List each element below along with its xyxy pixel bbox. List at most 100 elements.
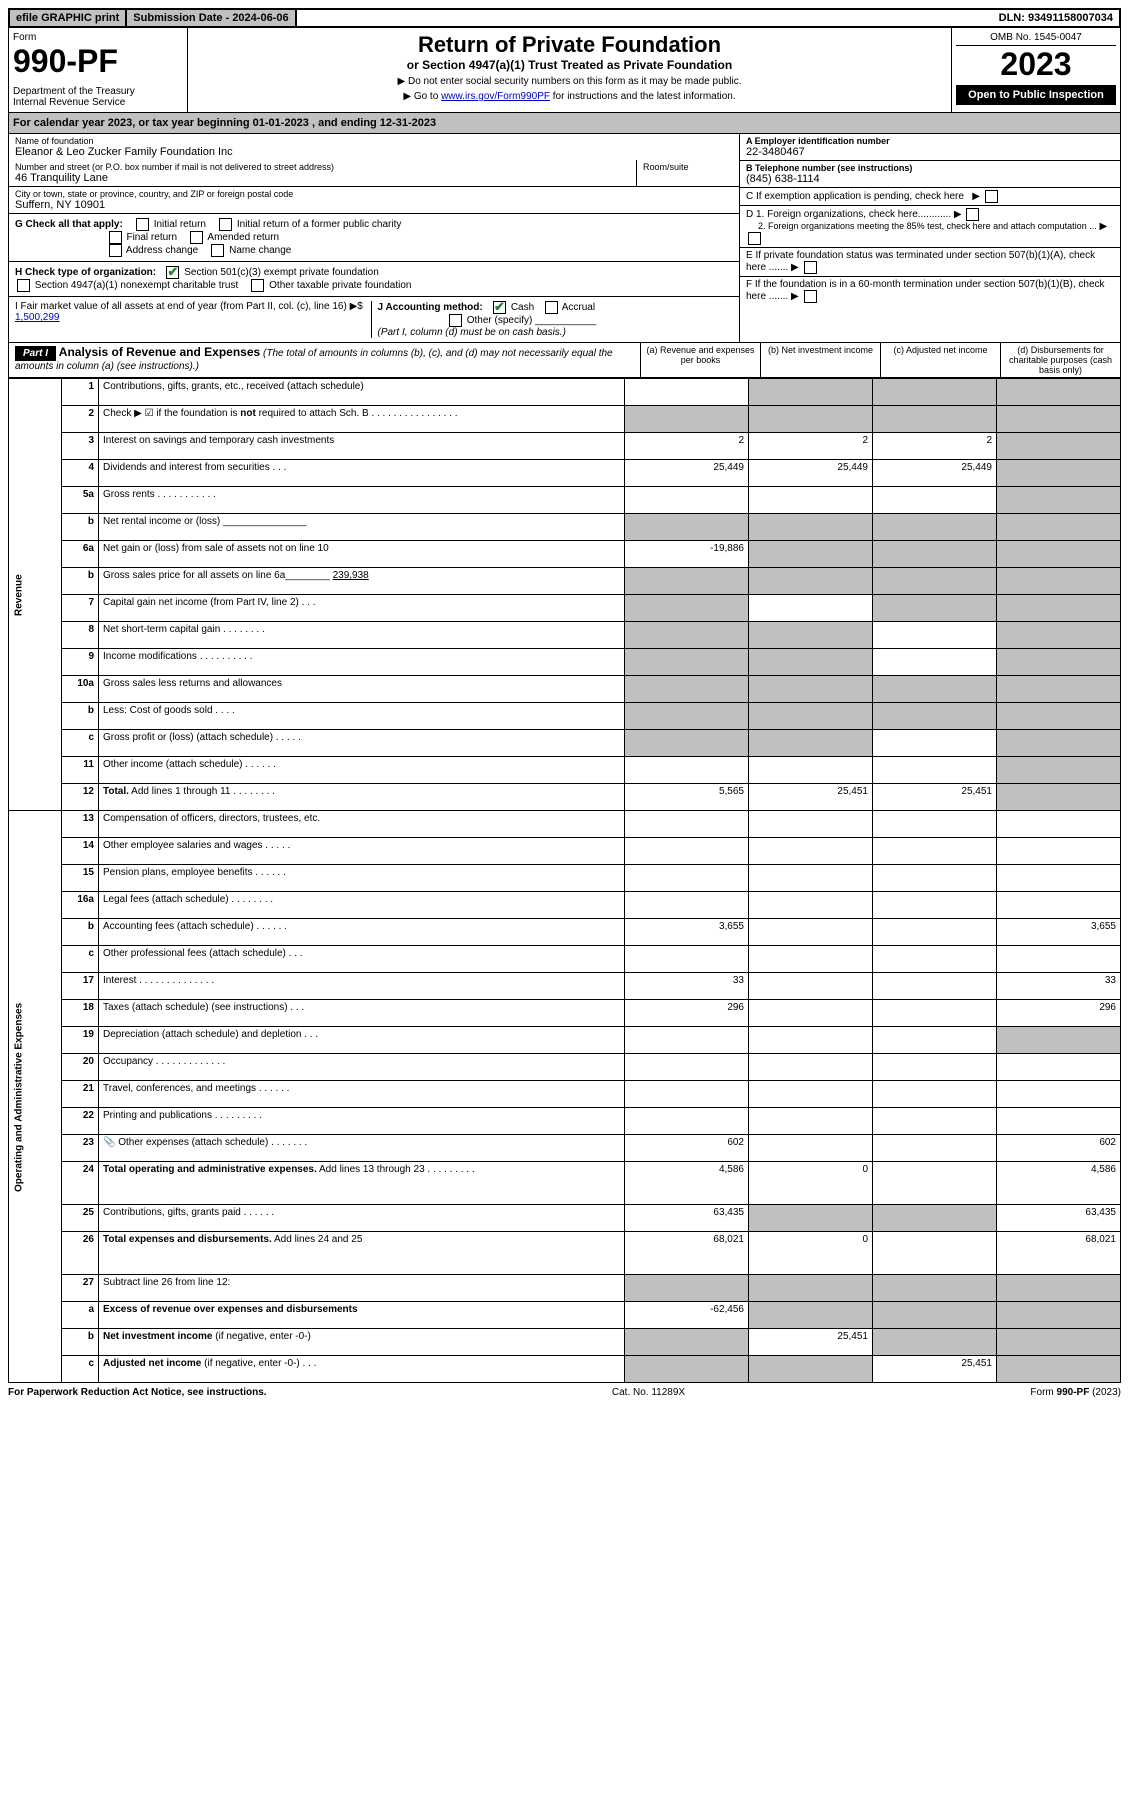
table-cell [997, 595, 1121, 622]
table-cell [625, 730, 749, 757]
table-cell [625, 649, 749, 676]
row-desc: Taxes (attach schedule) (see instruction… [99, 1000, 625, 1027]
cb-other-method[interactable] [449, 314, 462, 327]
cb-accrual[interactable] [545, 301, 558, 314]
cb-name-change[interactable] [211, 244, 224, 257]
row-desc: Net investment income (if negative, ente… [99, 1329, 625, 1356]
row-number: b [62, 1329, 99, 1356]
row-desc: Contributions, gifts, grants, etc., rece… [99, 379, 625, 406]
table-cell: -62,456 [625, 1302, 749, 1329]
table-row: bGross sales price for all assets on lin… [9, 568, 1121, 595]
table-cell [749, 1205, 873, 1232]
table-cell [873, 1000, 997, 1027]
form-link[interactable]: www.irs.gov/Form990PF [441, 91, 550, 102]
cb-foreign-85[interactable] [748, 232, 761, 245]
table-row: 20Occupancy . . . . . . . . . . . . . [9, 1054, 1121, 1081]
row-desc: Adjusted net income (if negative, enter … [99, 1356, 625, 1383]
cb-other-taxable[interactable] [251, 279, 264, 292]
open-to-public: Open to Public Inspection [956, 85, 1116, 105]
footer-left: For Paperwork Reduction Act Notice, see … [8, 1387, 267, 1398]
cb-60-month[interactable] [804, 290, 817, 303]
table-cell [749, 838, 873, 865]
table-row: aExcess of revenue over expenses and dis… [9, 1302, 1121, 1329]
attachment-icon[interactable]: 📎 [103, 1137, 115, 1148]
row-number: 9 [62, 649, 99, 676]
table-cell [997, 1302, 1121, 1329]
tax-year: 2023 [956, 46, 1116, 83]
table-cell [625, 811, 749, 838]
row-number: 14 [62, 838, 99, 865]
table-row: 18Taxes (attach schedule) (see instructi… [9, 1000, 1121, 1027]
form-title: Return of Private Foundation [192, 32, 947, 58]
name-label: Name of foundation [15, 136, 733, 146]
table-cell [749, 379, 873, 406]
table-cell [749, 1275, 873, 1302]
table-cell: 63,435 [997, 1205, 1121, 1232]
table-cell [625, 1027, 749, 1054]
table-cell [997, 730, 1121, 757]
table-cell [873, 973, 997, 1000]
part1-label: Part I [15, 346, 56, 361]
row-desc: Less: Cost of goods sold . . . . [99, 703, 625, 730]
table-row: 9Income modifications . . . . . . . . . … [9, 649, 1121, 676]
table-cell [625, 703, 749, 730]
row-number: 22 [62, 1108, 99, 1135]
table-row: 25Contributions, gifts, grants paid . . … [9, 1205, 1121, 1232]
table-cell: 3,655 [625, 919, 749, 946]
table-cell [625, 1108, 749, 1135]
table-row: 26Total expenses and disbursements. Add … [9, 1232, 1121, 1275]
cb-initial-former[interactable] [219, 218, 232, 231]
cb-4947[interactable] [17, 279, 30, 292]
table-cell [997, 892, 1121, 919]
cb-foreign-org[interactable] [966, 208, 979, 221]
table-cell [997, 568, 1121, 595]
table-cell [997, 487, 1121, 514]
table-cell [997, 676, 1121, 703]
foundation-name: Eleanor & Leo Zucker Family Foundation I… [15, 146, 733, 158]
col-a-header: (a) Revenue and expenses per books [640, 343, 760, 377]
city-label: City or town, state or province, country… [15, 189, 733, 199]
row-desc: Total. Add lines 1 through 11 . . . . . … [99, 784, 625, 811]
table-cell: 2 [749, 433, 873, 460]
row-desc: Gross rents . . . . . . . . . . . [99, 487, 625, 514]
i-label: I Fair market value of all assets at end… [15, 301, 363, 312]
section-label-opex: Operating and Administrative Expenses [9, 811, 62, 1383]
table-row: 5aGross rents . . . . . . . . . . . [9, 487, 1121, 514]
efile-label[interactable]: efile GRAPHIC print [10, 10, 127, 26]
cb-cash[interactable] [493, 301, 506, 314]
row-number: 15 [62, 865, 99, 892]
table-cell [749, 703, 873, 730]
row-number: a [62, 1302, 99, 1329]
cb-initial-return[interactable] [136, 218, 149, 231]
cb-501c3[interactable] [166, 266, 179, 279]
table-cell [997, 460, 1121, 487]
cb-status-terminated[interactable] [804, 261, 817, 274]
row-desc: Total operating and administrative expen… [99, 1162, 625, 1205]
table-cell [873, 1162, 997, 1205]
cb-final-return[interactable] [109, 231, 122, 244]
table-cell [997, 1108, 1121, 1135]
table-cell [625, 676, 749, 703]
table-cell [873, 487, 997, 514]
row-number: 18 [62, 1000, 99, 1027]
row-desc: 📎 Other expenses (attach schedule) . . .… [99, 1135, 625, 1162]
cb-exemption-pending[interactable] [985, 190, 998, 203]
table-cell [625, 838, 749, 865]
table-cell: 296 [625, 1000, 749, 1027]
table-cell [749, 1000, 873, 1027]
table-cell [749, 757, 873, 784]
table-row: cAdjusted net income (if negative, enter… [9, 1356, 1121, 1383]
table-cell [625, 1356, 749, 1383]
row-number: b [62, 919, 99, 946]
cb-amended-return[interactable] [190, 231, 203, 244]
cb-address-change[interactable] [109, 244, 122, 257]
fmv-value[interactable]: 1,500,299 [15, 312, 60, 323]
part1-title: Analysis of Revenue and Expenses [59, 345, 260, 359]
room-label: Room/suite [643, 162, 733, 172]
table-cell [997, 1275, 1121, 1302]
table-cell [873, 1081, 997, 1108]
row-desc: Net short-term capital gain . . . . . . … [99, 622, 625, 649]
table-cell [997, 1329, 1121, 1356]
table-cell [873, 1027, 997, 1054]
table-cell [873, 946, 997, 973]
